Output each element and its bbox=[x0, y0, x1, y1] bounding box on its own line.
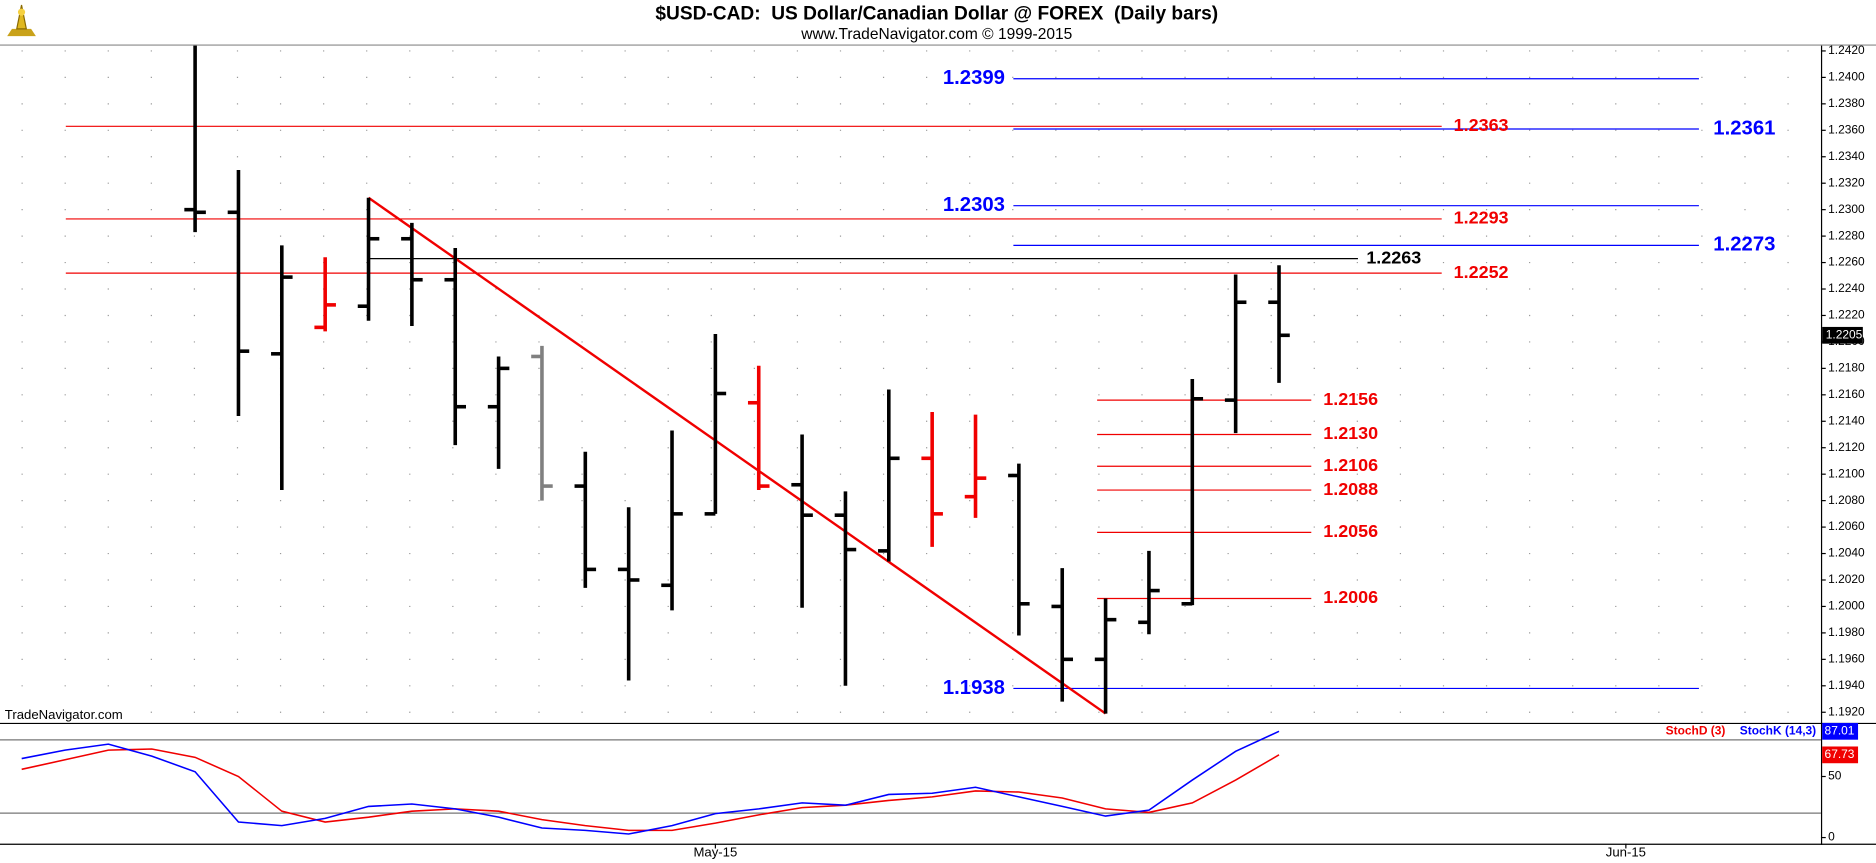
level-label: 1.2293 bbox=[1454, 208, 1509, 228]
y-tick-label: 1.2320 bbox=[1828, 175, 1865, 189]
level-label: 1.1938 bbox=[943, 677, 1005, 699]
y-tick-label: 1.2220 bbox=[1828, 308, 1865, 322]
level-label: 1.2106 bbox=[1323, 455, 1378, 475]
y-tick-label: 1.2180 bbox=[1828, 361, 1865, 375]
y-tick-label: 1.2000 bbox=[1828, 599, 1865, 613]
level-label: 1.2273 bbox=[1713, 234, 1775, 256]
last-price-box bbox=[1822, 326, 1863, 344]
y-tick-label: 1.2100 bbox=[1828, 466, 1865, 480]
y-tick-label: 1.2060 bbox=[1828, 519, 1865, 533]
y-tick-label: 1.1980 bbox=[1828, 625, 1865, 639]
y-tick-label: 1.2420 bbox=[1828, 43, 1865, 57]
last-value-box bbox=[1822, 722, 1859, 740]
level-label: 1.2361 bbox=[1713, 117, 1775, 139]
y-tick-label: 1.2340 bbox=[1828, 149, 1865, 163]
watermark: TradeNavigator.com bbox=[5, 707, 123, 722]
y-tick-label: 1.2300 bbox=[1828, 202, 1865, 216]
level-label: 1.2006 bbox=[1323, 587, 1378, 607]
level-label: 1.2056 bbox=[1323, 521, 1378, 541]
y-tick-label: 1.1940 bbox=[1828, 678, 1865, 692]
level-label: 1.2303 bbox=[943, 194, 1005, 216]
chart-subtitle: www.TradeNavigator.com © 1999-2015 bbox=[800, 26, 1072, 43]
y-tick-label: 1.2360 bbox=[1828, 122, 1865, 136]
chart-title: $USD-CAD: US Dollar/Canadian Dollar @ FO… bbox=[655, 4, 1218, 25]
level-label: 1.2399 bbox=[943, 67, 1005, 89]
legend-entry: StochK (14,3) bbox=[1740, 723, 1816, 737]
y-tick-label: 1.2280 bbox=[1828, 228, 1865, 242]
y-tick-label: 1.2380 bbox=[1828, 96, 1865, 110]
last-value-box bbox=[1822, 746, 1859, 764]
y-tick-label: 1.2120 bbox=[1828, 440, 1865, 454]
y-tick-label: 1.2240 bbox=[1828, 281, 1865, 295]
level-label: 1.2130 bbox=[1323, 423, 1378, 443]
y-tick-label: 1.2020 bbox=[1828, 572, 1865, 586]
x-tick-label: Jun-15 bbox=[1606, 845, 1646, 860]
level-label: 1.2363 bbox=[1454, 115, 1509, 135]
level-label: 1.2263 bbox=[1366, 247, 1421, 267]
y-tick-label: 1.2080 bbox=[1828, 493, 1865, 507]
y-tick-label: 1.2260 bbox=[1828, 255, 1865, 269]
stoch-line bbox=[21, 730, 1280, 835]
last-value-label: 67.73 bbox=[1825, 747, 1855, 761]
y-tick-label: 1.2400 bbox=[1828, 70, 1865, 84]
last-price-label: 1.2205 bbox=[1826, 327, 1863, 341]
last-value-label: 87.01 bbox=[1825, 723, 1855, 737]
y-tick-label: 50 bbox=[1828, 769, 1842, 783]
y-tick-label: 1.1960 bbox=[1828, 652, 1865, 666]
level-label: 1.2088 bbox=[1323, 479, 1378, 499]
logo bbox=[7, 4, 36, 37]
y-tick-label: 1.2140 bbox=[1828, 413, 1865, 427]
y-tick-label: 1.2160 bbox=[1828, 387, 1865, 401]
legend-entry: StochD (3) bbox=[1666, 723, 1726, 737]
trend-line bbox=[367, 196, 1107, 715]
level-label: 1.2156 bbox=[1323, 389, 1378, 409]
y-tick-label: 0 bbox=[1828, 830, 1835, 844]
x-tick-label: May-15 bbox=[693, 845, 737, 860]
y-tick-label: 1.1920 bbox=[1828, 704, 1865, 718]
y-tick-label: 1.2040 bbox=[1828, 546, 1865, 560]
level-label: 1.2252 bbox=[1454, 262, 1509, 282]
